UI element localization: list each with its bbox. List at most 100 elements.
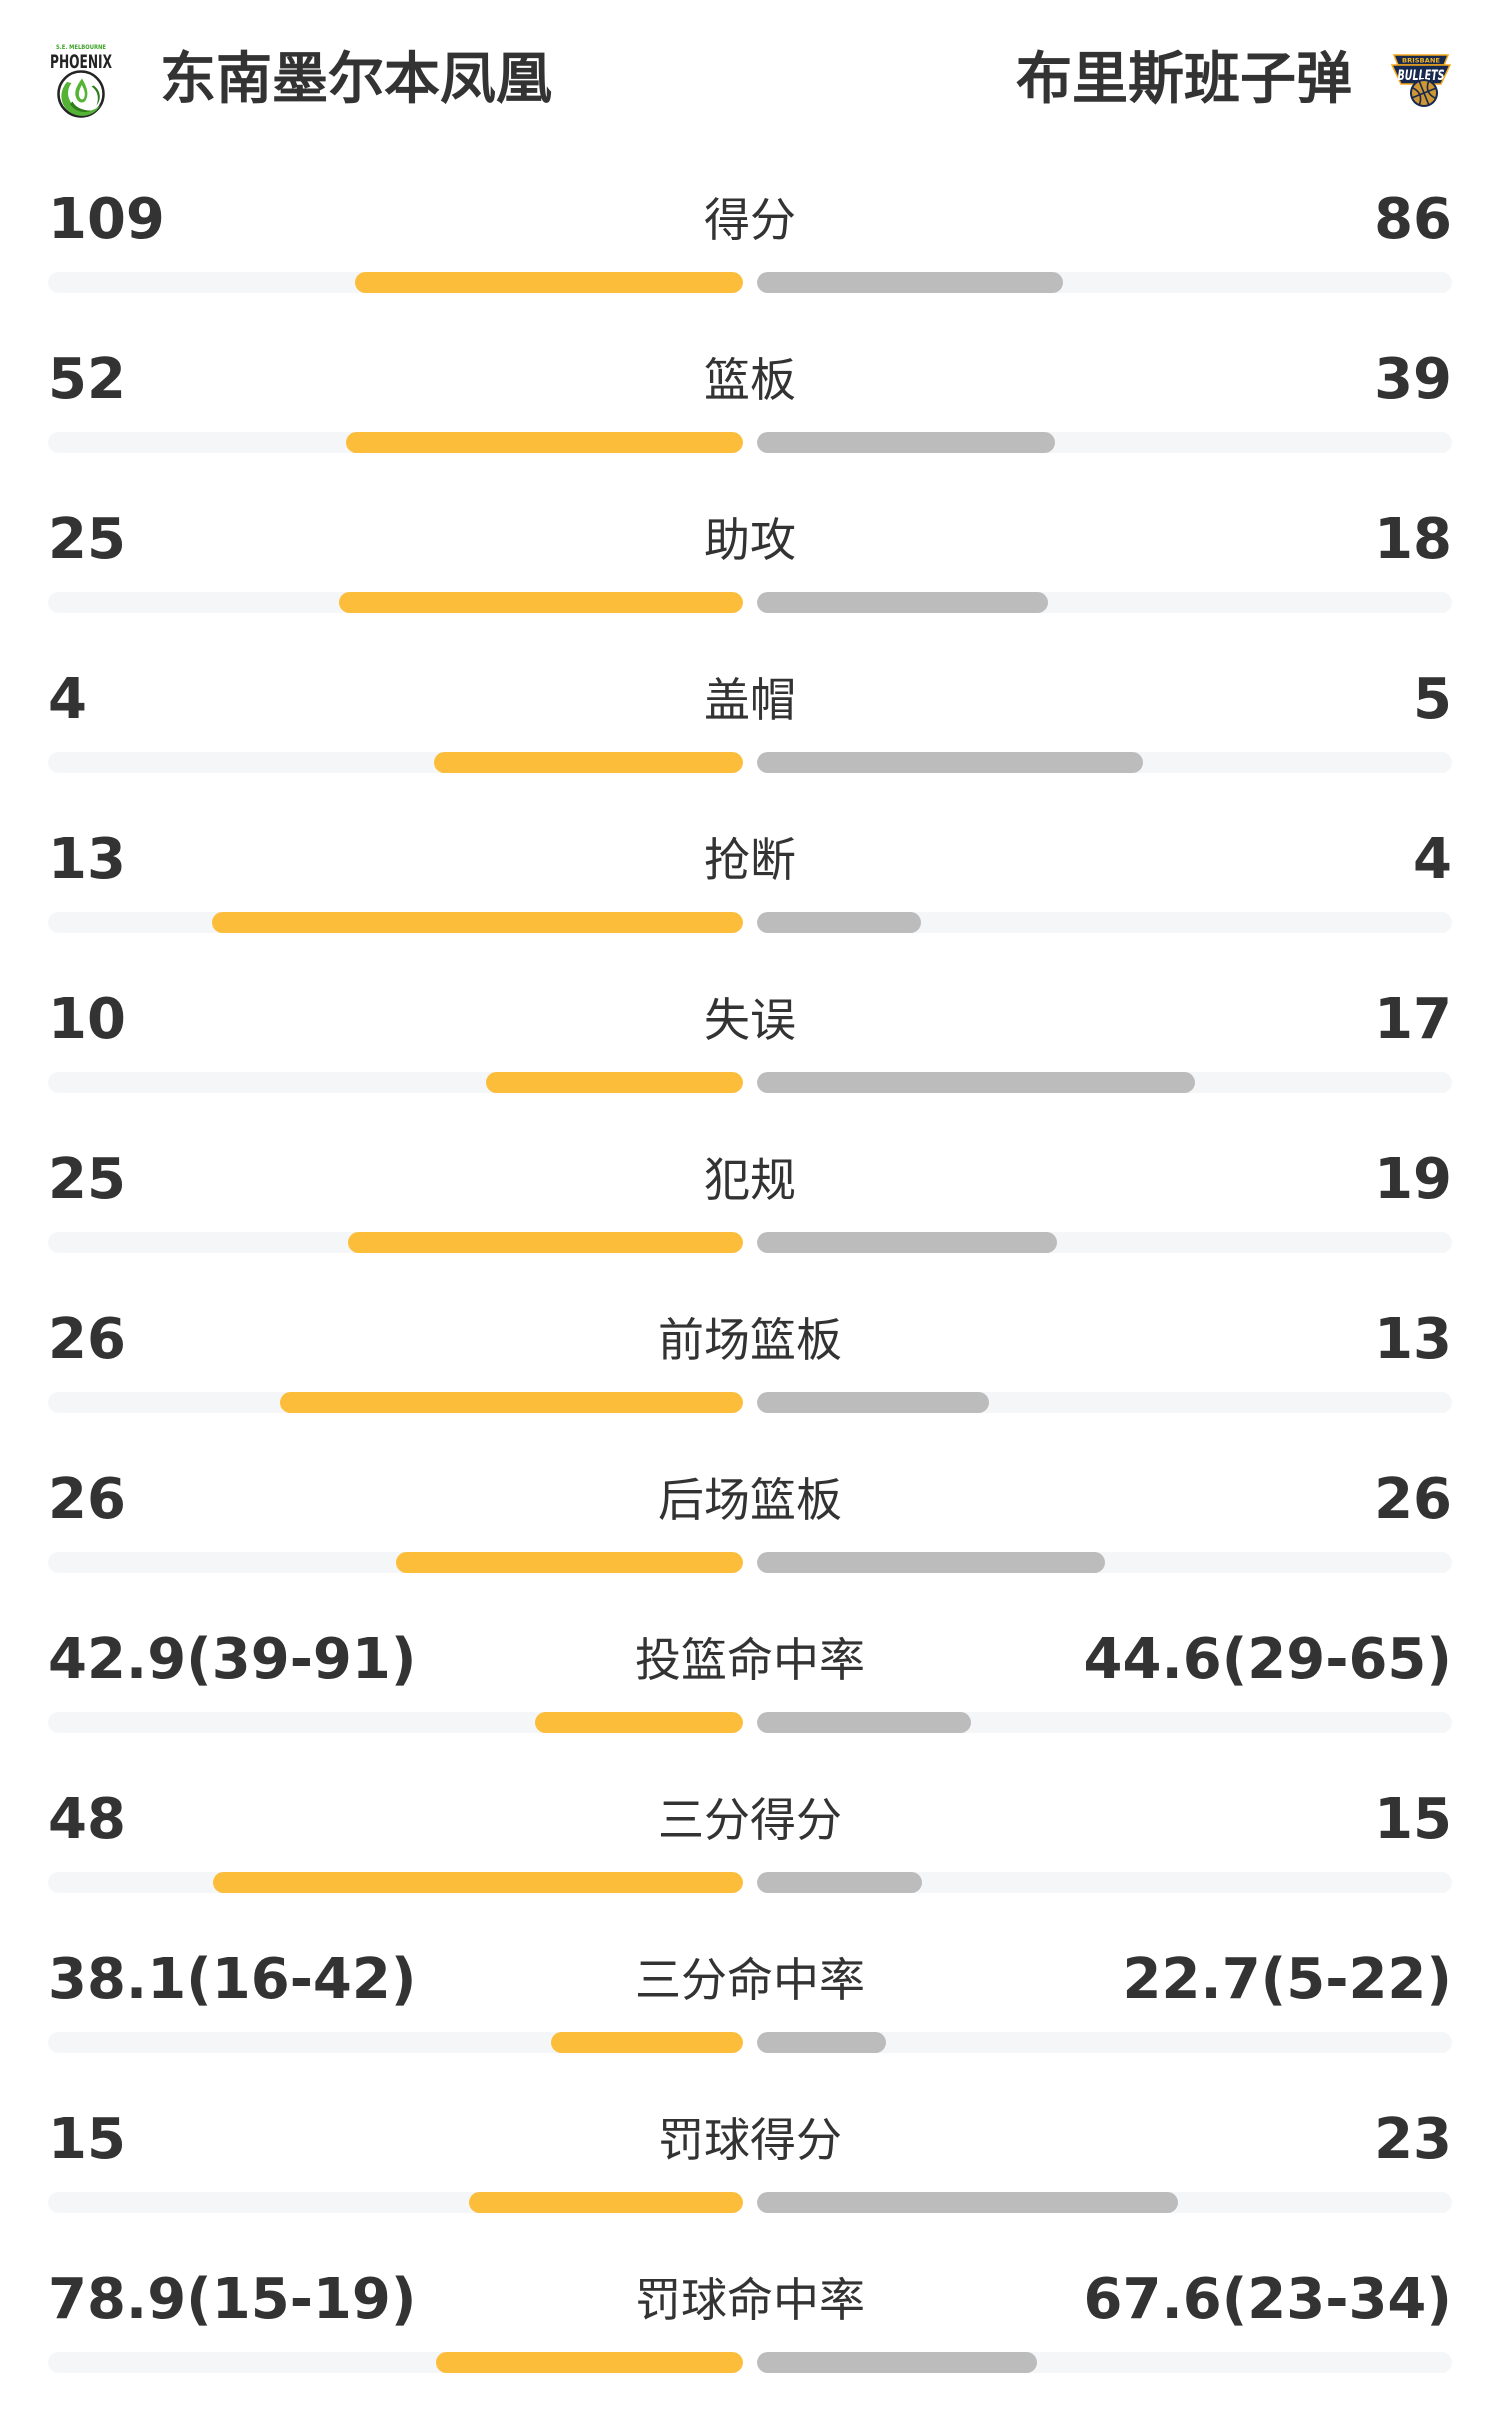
home-value: 109 [48, 187, 165, 252]
home-bar-fill [211, 912, 743, 933]
home-bar-track [48, 1712, 743, 1733]
away-value: 18 [1374, 507, 1452, 572]
stat-row: 78.9(15-19) 罚球命中率 67.6(23-34) [48, 2250, 1452, 2410]
away-bar-track [757, 1552, 1452, 1573]
away-bar-track [757, 1232, 1452, 1253]
home-bar-track [48, 592, 743, 613]
away-bar-track [757, 1392, 1452, 1413]
stat-values: 4 盖帽 5 [48, 650, 1452, 728]
stat-values: 15 罚球得分 23 [48, 2090, 1452, 2168]
away-bar-track [757, 912, 1452, 933]
away-value: 44.6(29-65) [1083, 1627, 1452, 1692]
bullets-basketball [1410, 79, 1438, 107]
phoenix-logo-top-text: S.E. MELBOURNE [56, 43, 106, 51]
away-bar-fill [757, 272, 1064, 293]
home-bar-track [48, 2032, 743, 2053]
stat-bars [48, 272, 1452, 293]
stat-row: 4 盖帽 5 [48, 650, 1452, 810]
home-bar-fill [434, 752, 743, 773]
stat-row: 48 三分得分 15 [48, 1770, 1452, 1930]
away-bar-fill [757, 1552, 1105, 1573]
stat-values: 78.9(15-19) 罚球命中率 67.6(23-34) [48, 2250, 1452, 2328]
stat-label: 失误 [704, 993, 796, 1047]
away-team: 布里斯班子弹 BRISBANE BULLETS [1016, 50, 1452, 110]
home-value: 15 [48, 2107, 126, 2172]
away-bar-fill [757, 592, 1048, 613]
stat-row: 38.1(16-42) 三分命中率 22.7(5-22) [48, 1930, 1452, 2090]
bullets-logo-main-text: BULLETS [1398, 68, 1445, 84]
stat-values: 25 犯规 19 [48, 1130, 1452, 1208]
away-bar-fill [757, 912, 921, 933]
phoenix-logo-icon: S.E. MELBOURNE PHOENIX [50, 43, 112, 118]
away-value: 22.7(5-22) [1122, 1947, 1453, 2012]
stat-values: 38.1(16-42) 三分命中率 22.7(5-22) [48, 1930, 1452, 2008]
home-value: 78.9(15-19) [48, 2267, 417, 2332]
home-bar-fill [485, 1072, 743, 1093]
home-bar-fill [345, 432, 743, 453]
stat-row: 52 篮板 39 [48, 330, 1452, 490]
home-bar-track [48, 432, 743, 453]
away-bar-fill [757, 752, 1144, 773]
home-bar-track [48, 1072, 743, 1093]
away-bar-track [757, 2192, 1452, 2213]
stat-label: 三分命中率 [635, 1953, 865, 2007]
away-bar-track [757, 1712, 1452, 1733]
stat-row: 15 罚球得分 23 [48, 2090, 1452, 2250]
home-bar-track [48, 912, 743, 933]
away-value: 17 [1374, 987, 1452, 1052]
home-bar-fill [338, 592, 743, 613]
away-value: 19 [1374, 1147, 1452, 1212]
stat-values: 10 失误 17 [48, 970, 1452, 1048]
home-bar-fill [279, 1392, 743, 1413]
stat-values: 26 前场篮板 13 [48, 1290, 1452, 1368]
away-bar-fill [757, 1232, 1058, 1253]
away-bar-track [757, 1072, 1452, 1093]
home-bar-track [48, 752, 743, 773]
home-bar-fill [436, 2352, 743, 2373]
stat-label: 罚球得分 [658, 2113, 842, 2167]
home-bar-track [48, 1392, 743, 1413]
away-bar-track [757, 272, 1452, 293]
home-bar-track [48, 1232, 743, 1253]
stat-row: 26 前场篮板 13 [48, 1290, 1452, 1450]
home-value: 25 [48, 507, 126, 572]
stat-row: 25 犯规 19 [48, 1130, 1452, 1290]
bullets-logo-icon: BRISBANE BULLETS [1390, 54, 1452, 107]
stat-row: 13 抢断 4 [48, 810, 1452, 970]
stat-bars [48, 1392, 1452, 1413]
stat-row: 25 助攻 18 [48, 490, 1452, 650]
away-value: 5 [1413, 667, 1452, 732]
home-value: 52 [48, 347, 126, 412]
stat-label: 得分 [704, 193, 796, 247]
home-bar-fill [534, 1712, 743, 1733]
stat-label: 犯规 [704, 1153, 796, 1207]
stat-label: 盖帽 [704, 673, 796, 727]
home-bar-track [48, 1872, 743, 1893]
home-value: 48 [48, 1787, 126, 1852]
away-value: 39 [1374, 347, 1452, 412]
stat-row: 26 后场篮板 26 [48, 1450, 1452, 1610]
away-bar-fill [757, 1712, 972, 1733]
stat-values: 26 后场篮板 26 [48, 1450, 1452, 1528]
home-bar-track [48, 2192, 743, 2213]
home-bar-track [48, 1552, 743, 1573]
stat-label: 篮板 [704, 353, 796, 407]
home-bar-fill [395, 1552, 743, 1573]
home-bar-track [48, 272, 743, 293]
away-value: 15 [1374, 1787, 1452, 1852]
home-value: 25 [48, 1147, 126, 1212]
stat-bars [48, 1712, 1452, 1733]
away-value: 67.6(23-34) [1083, 2267, 1452, 2332]
away-value: 4 [1413, 827, 1452, 892]
home-value: 13 [48, 827, 126, 892]
stat-values: 25 助攻 18 [48, 490, 1452, 568]
stat-values: 42.9(39-91) 投篮命中率 44.6(29-65) [48, 1610, 1452, 1688]
home-bar-fill [354, 272, 743, 293]
home-value: 26 [48, 1467, 126, 1532]
stat-row: 10 失误 17 [48, 970, 1452, 1130]
away-value: 26 [1374, 1467, 1452, 1532]
stat-label: 后场篮板 [658, 1473, 842, 1527]
home-value: 4 [48, 667, 87, 732]
stat-bars [48, 1552, 1452, 1573]
